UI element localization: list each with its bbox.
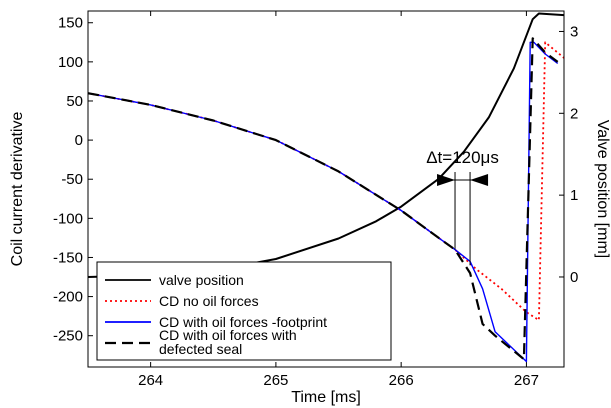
- y-right-tick-label: 2: [570, 105, 578, 122]
- annotation-arrow-left: [437, 174, 456, 186]
- y-left-tick-label: -100: [53, 210, 83, 227]
- x-tick-label: 264: [138, 372, 163, 389]
- y-left-tick-label: -150: [53, 249, 83, 266]
- y-left-tick-label: -200: [53, 289, 83, 306]
- legend-box: [96, 261, 392, 361]
- annotation-arrow-right: [470, 174, 489, 186]
- y-right-tick-label: 3: [570, 23, 578, 40]
- annotation-label: Δt=120μs: [426, 148, 499, 167]
- y-left-tick-label: 150: [58, 15, 83, 32]
- x-tick-label: 266: [389, 372, 414, 389]
- y-left-tick-label: -250: [53, 328, 83, 345]
- x-axis-label: Time [ms]: [291, 389, 361, 406]
- y-right-tick-label: 1: [570, 187, 578, 204]
- x-tick-label: 267: [514, 372, 539, 389]
- plot-frame: [87, 10, 565, 368]
- y-axis-left-label: Coil current derivative: [9, 112, 26, 267]
- x-tick-label: 265: [263, 372, 288, 389]
- y-left-tick-label: 50: [66, 93, 83, 110]
- delta-t-annotation: Δt=120μs: [426, 148, 499, 266]
- legend-label-4: CD with oil forces with defected seal: [159, 327, 297, 357]
- y-left-tick-label: -50: [61, 171, 83, 188]
- y-left-tick-label: 100: [58, 54, 83, 71]
- y-axis-right-label: Valve position [mm]: [594, 120, 611, 258]
- y-right-tick-label: 0: [570, 269, 578, 286]
- legend-label-2: CD no oil forces: [159, 293, 259, 309]
- series-line-2: [88, 41, 564, 322]
- y-left-tick-label: 0: [75, 132, 83, 149]
- legend-label-1: valve position: [159, 272, 244, 288]
- series-line-4: [88, 37, 559, 361]
- legend-label-3: CD with oil forces -footprint: [159, 314, 327, 330]
